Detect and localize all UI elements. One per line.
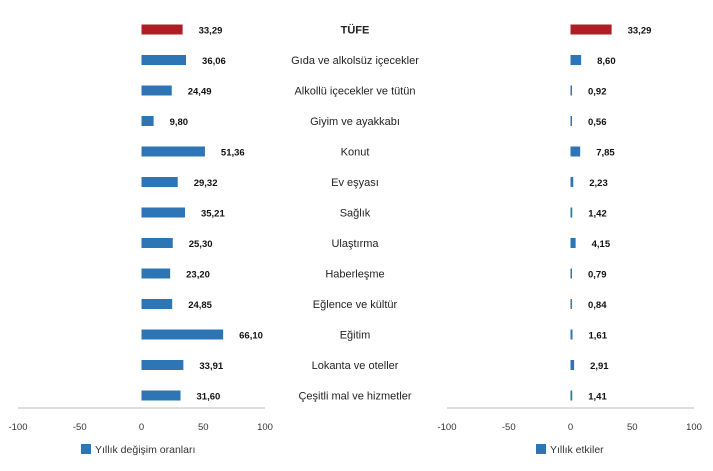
- data-label: 1,41: [588, 392, 607, 403]
- bar: [570, 329, 573, 340]
- legend-swatch: [81, 444, 91, 454]
- bar: [570, 24, 612, 35]
- data-label: 36,06: [202, 56, 226, 67]
- x-tick-label: 50: [198, 422, 209, 433]
- x-tick-label: -100: [8, 422, 27, 433]
- x-tick-label: 0: [139, 422, 144, 433]
- bar: [570, 299, 572, 309]
- category-label: Alkollü içecekler ve tütün: [294, 86, 415, 98]
- data-label: 31,60: [197, 392, 221, 403]
- category-label: Sağlık: [340, 208, 371, 220]
- data-label: 24,85: [188, 300, 212, 311]
- bar: [141, 299, 173, 309]
- data-label: 51,36: [221, 148, 245, 159]
- bar: [570, 360, 575, 370]
- bar: [141, 55, 187, 65]
- bar: [141, 268, 171, 279]
- bar: [141, 329, 224, 340]
- bar: [570, 268, 572, 279]
- bar: [570, 146, 581, 157]
- category-label: Lokanta ve oteller: [312, 360, 399, 372]
- bar: [570, 238, 576, 248]
- data-label: 9,80: [170, 117, 189, 128]
- data-label: 4,15: [592, 239, 611, 250]
- data-label: 7,85: [596, 148, 615, 159]
- data-label: 1,42: [588, 209, 607, 220]
- category-label: Eğlence ve kültür: [313, 299, 398, 311]
- category-label: Haberleşme: [325, 269, 384, 281]
- bar: [141, 360, 184, 370]
- data-label: 0,56: [588, 117, 607, 128]
- x-tick-label: 50: [627, 422, 638, 433]
- data-label: 29,32: [194, 178, 218, 189]
- category-label: Ev eşyası: [331, 177, 379, 189]
- bar: [141, 24, 183, 35]
- data-label: 25,30: [189, 239, 213, 250]
- data-label: 24,49: [188, 87, 212, 98]
- bar: [570, 55, 582, 65]
- data-label: 66,10: [239, 331, 263, 342]
- data-label: 0,79: [588, 270, 607, 281]
- data-label: 0,92: [588, 87, 607, 98]
- x-tick-label: -100: [437, 422, 456, 433]
- x-tick-label: -50: [502, 422, 516, 433]
- x-tick-label: 0: [568, 422, 573, 433]
- data-label: 33,91: [199, 361, 223, 372]
- data-label: 2,91: [590, 361, 609, 372]
- data-label: 35,21: [201, 209, 225, 220]
- bar: [570, 177, 574, 187]
- bar: [141, 207, 185, 218]
- category-label: TÜFE: [341, 24, 370, 37]
- bar: [570, 390, 573, 401]
- category-label: Çeşitli mal ve hizmetler: [298, 391, 411, 403]
- category-label: Konut: [341, 147, 370, 159]
- bar: [141, 177, 178, 187]
- category-label: Ulaştırma: [331, 238, 379, 250]
- legend-label: Yıllık etkiler: [550, 444, 604, 456]
- bar: [141, 390, 181, 401]
- data-label: 33,29: [628, 26, 652, 37]
- bar: [570, 116, 572, 126]
- bar: [141, 238, 173, 248]
- bar: [570, 207, 573, 218]
- data-label: 8,60: [597, 56, 616, 67]
- data-label: 33,29: [199, 26, 223, 37]
- data-label: 23,20: [186, 270, 210, 281]
- category-label: Eğitim: [340, 330, 371, 342]
- x-tick-label: 100: [257, 422, 273, 433]
- bar: [141, 116, 154, 126]
- data-label: 1,61: [588, 331, 607, 342]
- x-tick-label: -50: [73, 422, 87, 433]
- data-label: 0,84: [588, 300, 607, 311]
- bar: [141, 146, 205, 157]
- category-label: Gıda ve alkolsüz içecekler: [291, 55, 419, 67]
- bar: [570, 85, 572, 96]
- x-tick-label: 100: [686, 422, 702, 433]
- data-label: 2,23: [589, 178, 608, 189]
- legend-label: Yıllık değişim oranları: [95, 444, 195, 456]
- bar: [141, 85, 172, 96]
- category-label: Giyim ve ayakkabı: [310, 116, 400, 128]
- legend-swatch: [536, 444, 546, 454]
